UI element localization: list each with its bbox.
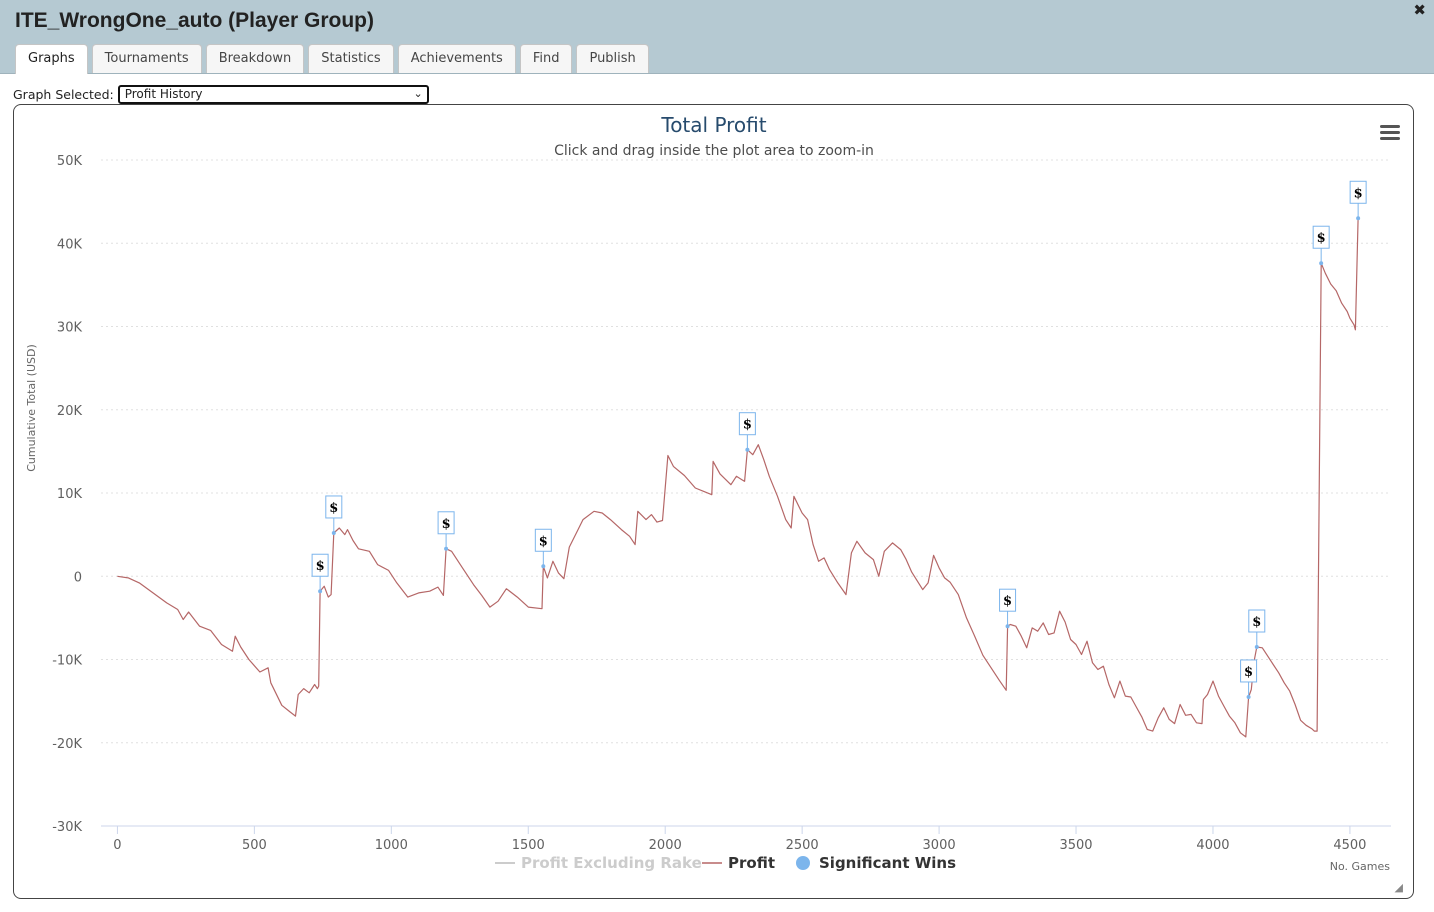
win-flag-label: $ [1244,665,1253,680]
y-tick-label: 30K [57,321,83,336]
win-flag-box[interactable] [534,528,552,552]
win-flag-label: $ [1003,594,1012,609]
win-point[interactable] [331,530,336,535]
x-tick-label: 0 [113,838,121,853]
tab-graphs[interactable]: Graphs [15,44,88,74]
tab-find[interactable]: Find [519,44,573,73]
win-flag-label: $ [539,534,548,549]
win-flag-box[interactable] [1349,180,1367,204]
y-tick-label: 40K [57,237,83,252]
close-icon[interactable]: ✖ [1413,1,1426,19]
win-flag-box[interactable] [325,495,343,519]
win-flag-box[interactable] [1248,609,1266,633]
win-flag-box[interactable] [311,553,329,577]
win-flag-label: $ [1317,231,1326,246]
win-flag-label: $ [743,418,752,433]
legend-profit[interactable]: Profit [728,854,775,872]
win-flag-label: $ [329,501,338,516]
x-tick-label: 3500 [1059,838,1092,853]
x-tick-label: 2000 [649,838,682,853]
y-tick-label: 20K [57,404,83,419]
graph-select-row: Graph Selected: Profit History ⌄ [13,85,429,104]
legend-profit-excluding-rake[interactable]: Profit Excluding Rake [521,854,702,872]
x-tick-label: 1000 [375,838,408,853]
legend-significant-wins-symbol [796,856,810,870]
win-point[interactable] [444,546,449,551]
x-tick-label: 4000 [1196,838,1229,853]
chart-title: Total Profit [660,113,766,137]
hamburger-menu-icon[interactable] [1380,125,1400,140]
chart-container: Total Profit Click and drag inside the pl… [13,104,1414,899]
x-tick-label: 4500 [1333,838,1366,853]
tab-bar: Graphs Tournaments Breakdown Statistics … [15,44,653,74]
win-flag-box[interactable] [1312,225,1330,249]
tab-publish[interactable]: Publish [576,44,649,73]
win-flag-box[interactable] [1240,659,1258,683]
y-tick-label: -20K [52,737,82,752]
win-point[interactable] [318,589,323,594]
win-flag-box[interactable] [738,412,756,436]
tab-achievements[interactable]: Achievements [397,44,516,73]
win-flag-label: $ [1354,186,1363,201]
tab-breakdown[interactable]: Breakdown [205,44,305,73]
legend-significant-wins[interactable]: Significant Wins [819,854,956,872]
y-tick-label: 50K [57,154,83,169]
resize-handle-icon[interactable]: ◢ [1394,881,1403,894]
x-tick-label: 3000 [923,838,956,853]
x-axis-title: No. Games [1330,860,1391,873]
x-tick-label: 500 [242,838,267,853]
y-tick-label: -30K [52,820,82,835]
win-flag-label: $ [442,517,451,532]
y-tick-label: 10K [57,487,83,502]
profit-chart[interactable]: Total Profit Click and drag inside the pl… [14,105,1415,900]
tab-tournaments[interactable]: Tournaments [91,44,202,73]
tab-statistics[interactable]: Statistics [308,44,394,73]
win-flag-label: $ [1252,615,1261,630]
graph-select-value: Profit History [124,87,203,101]
y-tick-label: 0 [74,570,82,585]
win-point[interactable] [1319,261,1324,266]
graph-select-dropdown[interactable]: Profit History ⌄ [117,85,429,104]
win-flag-box[interactable] [999,588,1017,612]
x-tick-label: 1500 [512,838,545,853]
window-header: ITE_WrongOne_auto (Player Group) ✖ Graph… [0,0,1434,74]
y-axis-title: Cumulative Total (USD) [25,344,38,472]
profit-series-line[interactable] [117,218,1359,738]
chart-subtitle: Click and drag inside the plot area to z… [554,143,874,159]
win-point[interactable] [541,564,546,569]
x-tick-label: 2500 [786,838,819,853]
win-point[interactable] [1254,645,1259,650]
graph-select-label: Graph Selected: [13,87,114,102]
win-point[interactable] [1356,216,1361,221]
window-title: ITE_WrongOne_auto (Player Group) [15,9,374,32]
win-flag-label: $ [316,559,325,574]
win-flag-box[interactable] [437,511,455,535]
win-point[interactable] [1005,624,1010,629]
win-point[interactable] [1246,694,1251,699]
chevron-down-icon: ⌄ [413,87,423,100]
y-tick-label: -10K [52,654,82,669]
win-point[interactable] [745,447,750,452]
